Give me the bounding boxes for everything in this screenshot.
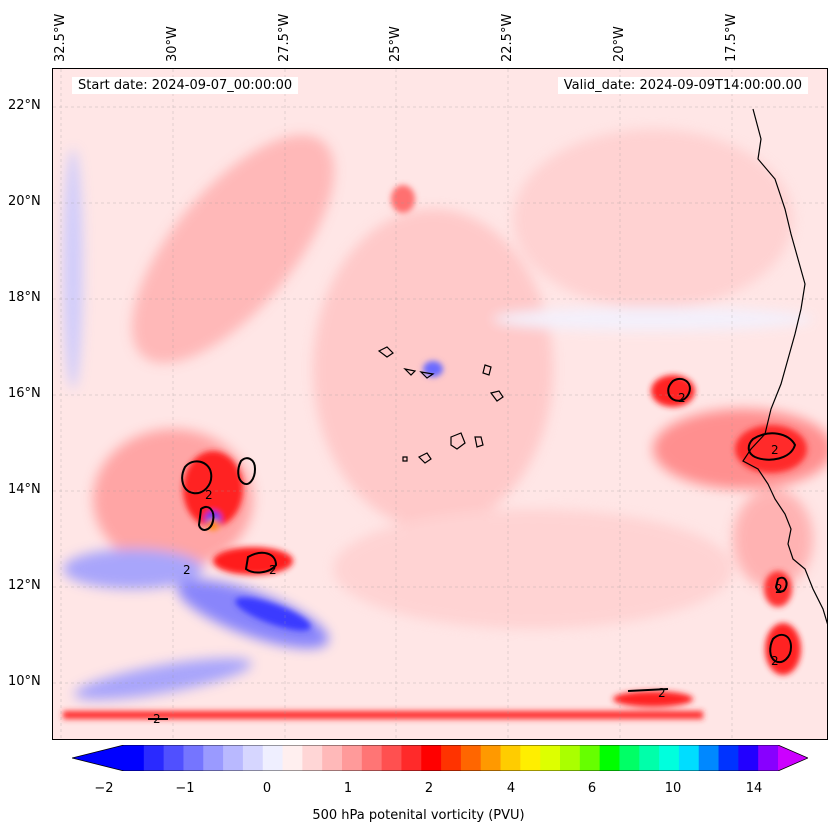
svg-text:2: 2 — [771, 443, 779, 457]
colorbar-bin — [124, 745, 145, 771]
colorbar-tick-label: 14 — [745, 781, 763, 796]
colorbar-bin — [659, 745, 680, 771]
svg-text:2: 2 — [771, 654, 779, 668]
colorbar — [71, 744, 810, 772]
pv-2-contours — [148, 377, 797, 720]
colorbar-max-extend — [778, 745, 808, 771]
colorbar-bin — [678, 745, 700, 771]
map-panel: 2 2 2 2 2 2 2 2 2 — [52, 68, 828, 740]
colorbar-bin — [758, 745, 779, 771]
vorticity-field: 2 2 2 2 2 2 2 2 2 — [53, 69, 827, 739]
colorbar-title: 500 hPa potenital vorticity (PVU) — [312, 808, 525, 823]
colorbar-bin — [480, 745, 502, 771]
colorbar-bin — [460, 745, 482, 771]
colorbar-tick-label: 4 — [506, 781, 516, 796]
colorbar-bin — [718, 745, 739, 771]
colorbar-graphic — [71, 744, 810, 772]
colorbar-bin — [401, 745, 422, 771]
colorbar-bin — [560, 745, 581, 771]
colorbar-bin — [143, 745, 165, 771]
latitude-label: 20°N — [8, 194, 41, 209]
colorbar-tick-label: 10 — [664, 781, 682, 796]
colorbar-bin — [421, 745, 442, 771]
longitude-label: 25°W — [388, 26, 403, 62]
colorbar-min-extend — [72, 745, 124, 771]
colorbar-tick-label: 1 — [343, 781, 353, 796]
latitude-label: 16°N — [8, 386, 41, 401]
colorbar-bin — [381, 745, 402, 771]
cape-verde-islands — [377, 346, 504, 464]
colorbar-bin — [322, 745, 343, 771]
colorbar-bin — [540, 745, 561, 771]
colorbar-bin — [342, 745, 363, 771]
colorbar-bin — [599, 745, 620, 771]
longitude-label: 20°W — [612, 26, 627, 62]
colorbar-bin — [282, 745, 303, 771]
latitude-label: 18°N — [8, 290, 41, 305]
colorbar-bin — [242, 745, 264, 771]
colorbar-tick-label: −2 — [94, 781, 114, 796]
latitude-label: 14°N — [8, 482, 41, 497]
svg-text:2: 2 — [775, 582, 783, 596]
longitude-label: 27.5°W — [277, 13, 292, 62]
latitude-label: 12°N — [8, 578, 41, 593]
colorbar-bin — [738, 745, 759, 771]
colorbar-bin — [579, 745, 601, 771]
contour-labels: 2 2 2 2 2 2 2 2 2 — [153, 391, 783, 726]
valid-date-label: Valid_date: 2024-09-09T14:00:00.00 — [557, 77, 808, 94]
longitude-label: 32.5°W — [53, 13, 68, 62]
colorbar-bin — [302, 745, 323, 771]
colorbar-bin — [163, 745, 184, 771]
colorbar-bin — [619, 745, 640, 771]
colorbar-bin — [223, 745, 244, 771]
colorbar-bin — [520, 745, 541, 771]
svg-text:2: 2 — [269, 563, 277, 577]
colorbar-tick-label: 0 — [262, 781, 272, 796]
latitude-label: 22°N — [8, 98, 41, 113]
svg-text:2: 2 — [205, 488, 213, 502]
colorbar-bin — [262, 745, 284, 771]
svg-text:2: 2 — [183, 563, 191, 577]
colorbar-bin — [500, 745, 521, 771]
colorbar-tick-label: 6 — [587, 781, 597, 796]
graticule — [53, 69, 827, 739]
colorbar-tick-label: −1 — [175, 781, 195, 796]
colorbar-bin — [361, 745, 383, 771]
svg-text:2: 2 — [678, 391, 686, 405]
colorbar-bin — [441, 745, 462, 771]
colorbar-bin — [639, 745, 660, 771]
svg-text:2: 2 — [658, 686, 666, 700]
colorbar-bin — [183, 745, 204, 771]
longitude-label: 17.5°W — [724, 13, 739, 62]
colorbar-tick-label: 2 — [424, 781, 434, 796]
latitude-label: 10°N — [8, 674, 41, 689]
colorbar-bin — [698, 745, 720, 771]
svg-text:2: 2 — [153, 712, 161, 726]
longitude-label: 22.5°W — [500, 13, 515, 62]
colorbar-bin — [203, 745, 224, 771]
start-date-label: Start date: 2024-09-07_00:00:00 — [72, 77, 299, 94]
longitude-label: 30°W — [165, 26, 180, 62]
